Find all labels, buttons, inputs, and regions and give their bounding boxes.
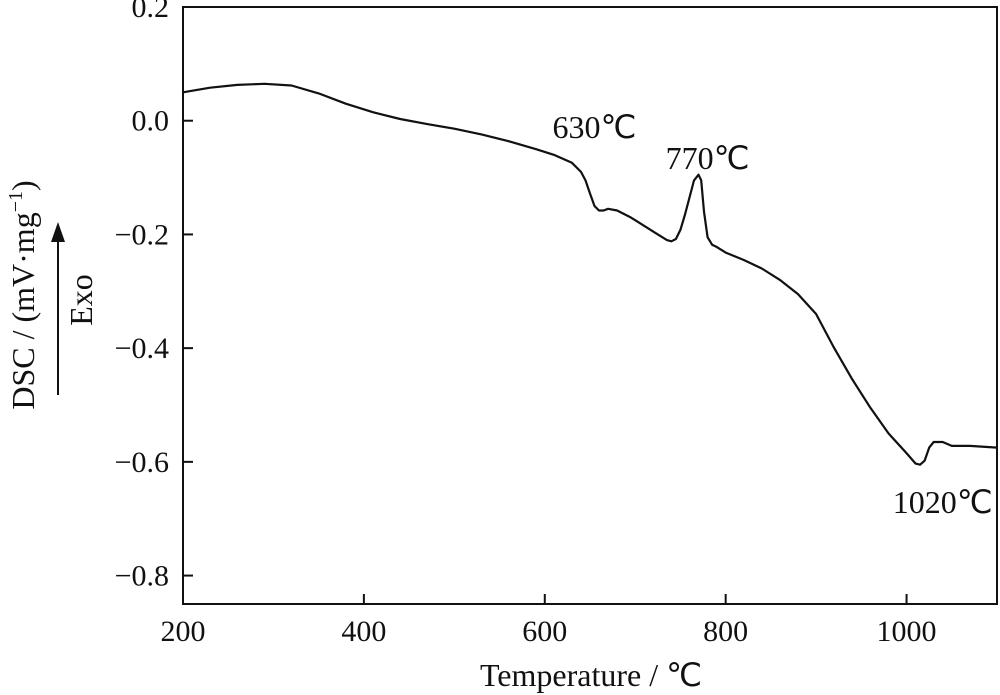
y-axis-title: DSC / (mV·mg−1) [5,180,41,409]
y-tick-label: −0.6 [115,446,169,479]
y-axis-title-main: DSC / (mV·mg [5,212,41,409]
exo-arrow-head-icon [51,222,65,242]
x-tick-label: 800 [703,615,748,648]
series-layer [182,82,998,466]
peak-annotation: 1020℃ [893,484,993,520]
y-tick-label: 0.0 [132,105,170,138]
peak-annotation: 770℃ [666,140,750,176]
peak-annotation: 630℃ [553,109,637,145]
x-tick-label: 1000 [877,615,937,648]
axis-ticks: 200 400 600 800 1000 0.2 0.0 −0.2 −0.4 −0.6 −0.8 [115,0,937,648]
plot-frame [182,6,998,605]
annotation-layer: 630℃ 770℃ 1020℃ [553,109,993,520]
exo-label: Exo [63,274,99,326]
exo-indicator: Exo [51,222,99,395]
x-tick-label: 600 [522,615,567,648]
series-line [182,82,998,466]
svg-text:DSC / (mV·mg−1): DSC / (mV·mg−1) [5,180,41,409]
x-axis-title: Temperature / ℃ [480,657,702,693]
y-tick-label: 0.2 [132,0,170,24]
y-axis-title-close: ) [5,180,41,191]
y-tick-label: −0.2 [115,218,169,251]
plot-area [182,6,998,605]
y-tick-label: −0.4 [115,332,169,365]
y-tick-label: −0.8 [115,560,169,593]
x-tick-label: 400 [341,615,386,648]
y-axis-title-superscript: −1 [5,191,27,212]
x-tick-label: 200 [161,615,206,648]
